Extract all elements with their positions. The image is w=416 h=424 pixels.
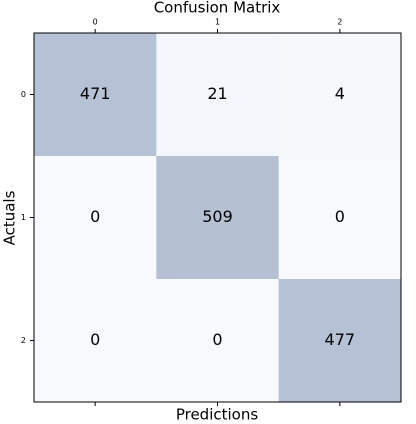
cell-label: 0 [90,207,100,226]
heatmap-cell [278,33,402,157]
cell-label: 477 [325,330,356,349]
cell-label: 21 [207,84,227,103]
heatmap-cell [156,279,280,403]
y-tick-label: 0 [21,90,26,99]
heatmap-cell [278,279,402,403]
cell-label: 471 [80,84,111,103]
x-tick-label: 2 [337,18,342,27]
chart-title: Confusion Matrix [154,0,281,17]
heatmap-cell [34,156,157,280]
cell-label: 0 [90,330,100,349]
cell-label: 0 [212,330,222,349]
x-tick-label: 0 [93,18,98,27]
heatmap-cell [156,156,280,280]
x-axis-title: Predictions [176,406,259,424]
y-tick-label: 1 [21,213,26,222]
y-tick-label: 2 [21,336,26,345]
cell-label: 509 [202,207,233,226]
y-axis-title: Actuals [1,190,19,245]
heatmap-cell [278,156,402,280]
heatmap-cell [156,33,280,157]
x-tick-label: 1 [215,18,220,27]
heatmap-cell [34,33,157,157]
cell-label: 0 [335,207,345,226]
heatmap-cell [34,279,157,403]
cell-label: 4 [335,84,345,103]
